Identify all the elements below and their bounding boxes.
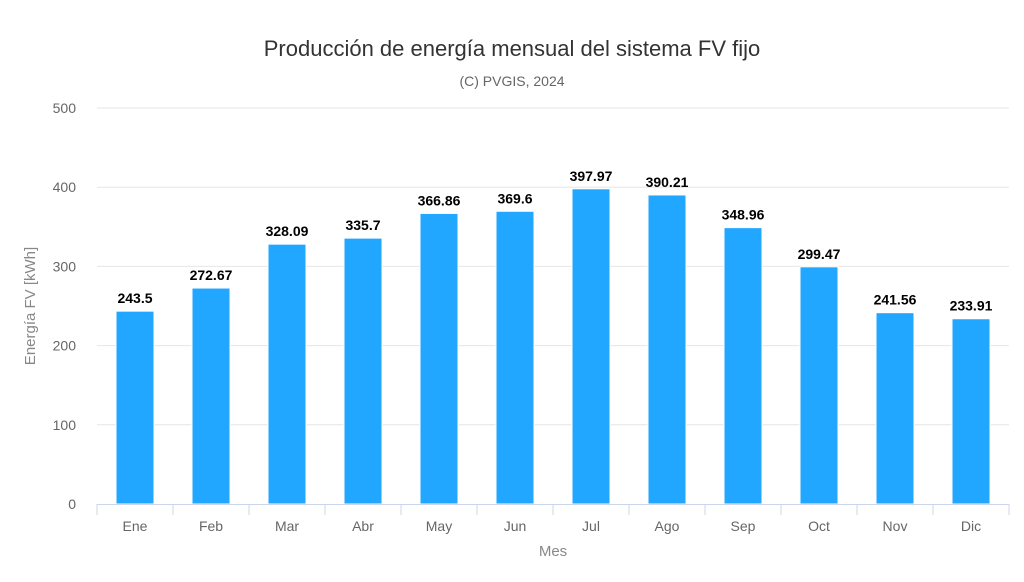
bar [723,227,763,505]
x-axis-title: Mes [539,543,567,560]
x-tick-label: May [426,518,452,534]
x-tick-label: Feb [199,518,223,534]
y-tick-label: 300 [53,258,77,274]
bar [343,237,383,505]
chart-subtitle: (C) PVGIS, 2024 [459,73,564,89]
data-label: 335.7 [345,217,380,233]
x-tick-label: Sep [731,518,756,534]
data-label: 328.09 [266,223,309,239]
data-label: 241.56 [874,292,917,308]
y-tick-label: 500 [53,100,77,116]
bar [191,287,231,505]
bar [799,266,839,505]
y-tick-label: 100 [53,417,77,433]
data-label: 348.96 [722,207,765,223]
data-label: 243.5 [117,290,152,306]
data-label: 299.47 [798,246,841,262]
x-tick-label: Ago [655,518,680,534]
bar [419,212,459,505]
data-label: 397.97 [570,168,613,184]
x-tick-label: Abr [352,518,374,534]
data-label: 390.21 [646,174,689,190]
bar [951,318,991,505]
data-label: 233.91 [950,298,993,314]
bar [647,194,687,505]
x-tick-label: Oct [808,518,830,534]
y-tick-label: 0 [68,496,76,512]
bar [875,312,915,505]
bar [115,310,155,505]
y-tick-label: 400 [53,179,77,195]
x-tick-label: Ene [123,518,148,534]
x-tick-label: Jun [504,518,527,534]
y-tick-label: 200 [53,338,77,354]
bar [495,210,535,505]
x-tick-label: Nov [883,518,908,534]
bar [267,243,307,505]
x-tick-label: Jul [582,518,600,534]
data-label: 272.67 [190,267,233,283]
x-tick-label: Mar [275,518,299,534]
data-label: 366.86 [418,192,461,208]
chart-title: Producción de energía mensual del sistem… [264,36,760,61]
y-axis-title: Energía FV [kWh] [22,247,39,365]
data-label: 369.6 [497,190,532,206]
bar [571,188,611,505]
x-tick-label: Dic [961,518,981,534]
